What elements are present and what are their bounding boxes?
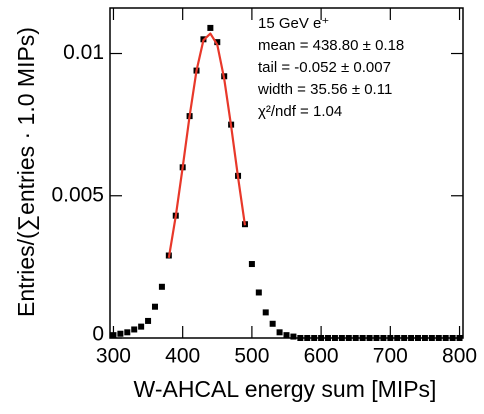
data-point (151, 303, 158, 310)
data-point (290, 333, 297, 340)
data-point (331, 335, 338, 341)
annotation: 15 GeV e⁺ (258, 15, 329, 32)
data-point (408, 335, 415, 341)
data-point (138, 323, 145, 330)
data-point (297, 335, 304, 341)
annotation: width = 35.56 ± 0.11 (257, 81, 392, 98)
data-point (262, 309, 269, 316)
fit-curve (167, 32, 247, 258)
annotation: χ²/ndf = 1.04 (258, 103, 342, 120)
annotation: tail = -0.052 ± 0.007 (258, 59, 391, 76)
data-point (421, 335, 428, 341)
x-tick-label: 500 (234, 345, 269, 368)
x-tick-label: 300 (96, 345, 131, 368)
x-tick-label: 800 (442, 345, 477, 368)
data-point (269, 320, 276, 327)
data-point (110, 332, 117, 339)
data-point (207, 24, 214, 31)
x-tick-label: 700 (373, 345, 408, 368)
y-tick-label: 0 (92, 323, 104, 346)
data-point (359, 335, 366, 341)
data-point (394, 335, 401, 341)
data-point (325, 335, 332, 341)
y-axis-title: Entries/(∑entries · 1.0 MIPs) (13, 27, 39, 317)
annotation: mean = 438.80 ± 0.18 (258, 37, 404, 54)
data-point (311, 335, 318, 341)
data-point (428, 335, 435, 341)
data-point (117, 330, 124, 337)
data-point (248, 261, 255, 268)
x-axis-title: W-AHCAL energy sum [MIPs] (134, 376, 437, 402)
x-tick-label: 600 (304, 345, 339, 368)
data-point (435, 335, 442, 341)
data-point (283, 332, 290, 339)
data-point (304, 335, 311, 341)
data-point (442, 335, 449, 341)
data-point (145, 317, 152, 324)
data-point (318, 335, 325, 341)
x-tick-label: 400 (165, 345, 200, 368)
y-tick-label: 0.01 (63, 41, 104, 64)
data-point (449, 335, 456, 341)
data-point (124, 329, 131, 336)
data-point (401, 335, 408, 341)
data-point (380, 335, 387, 341)
data-point (366, 335, 373, 341)
data-point (373, 335, 380, 341)
data-point (338, 335, 345, 341)
data-point (131, 326, 138, 333)
data-point (276, 329, 283, 336)
data-point (456, 335, 463, 341)
data-point (415, 335, 422, 341)
y-tick-label: 0.005 (51, 183, 104, 206)
data-point (158, 283, 165, 290)
data-point (345, 335, 352, 341)
data-point (214, 39, 221, 46)
data-point (352, 335, 359, 341)
data-point (255, 289, 262, 296)
data-point (387, 335, 394, 341)
